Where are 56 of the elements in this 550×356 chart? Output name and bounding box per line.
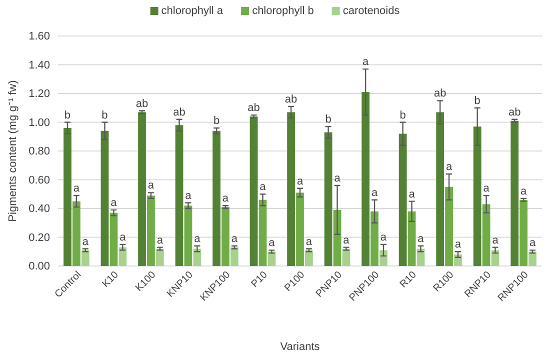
annotation: a [380, 231, 388, 244]
x-tick-label: P10 [249, 269, 270, 290]
legend-label: carotenoids [342, 5, 400, 17]
annotation: b [102, 109, 108, 122]
annotation: a [408, 188, 416, 200]
annotation: a [520, 185, 528, 198]
y-tick-label: 0.80 [28, 146, 50, 158]
annotation: a [110, 196, 118, 209]
legend-label: chlorophyll a [161, 5, 224, 17]
annotation: ab [284, 93, 298, 106]
annotation: a [418, 232, 425, 245]
annotation: a [120, 231, 127, 244]
legend-label: chlorophyll b [252, 5, 314, 17]
annotation: a [222, 192, 230, 205]
annotation: ab [434, 88, 446, 100]
x-tick-label: K10 [100, 269, 122, 290]
annotation: a [185, 190, 192, 202]
annotation: ab [136, 98, 148, 110]
x-tick-label: R10 [398, 269, 420, 290]
annotation: a [268, 237, 276, 250]
annotation: a [231, 232, 238, 245]
y-tick-label: 0.40 [28, 203, 50, 216]
annotation: b [325, 114, 332, 126]
annotation: a [260, 181, 267, 194]
annotation: a [148, 180, 155, 192]
x-axis-title: Variants [280, 341, 320, 353]
annotation: a [529, 237, 536, 250]
annotation: a [362, 56, 370, 68]
annotation: a [446, 161, 453, 173]
annotation: ab [173, 106, 186, 118]
annotation: a [194, 232, 202, 245]
y-tick-label: 1.00 [28, 116, 50, 129]
y-tick-label: 1.60 [28, 30, 50, 43]
y-tick-label: 0.20 [28, 232, 50, 244]
y-axis-title: Pigments content (mg g⁻¹ fw) [7, 80, 19, 222]
annotation: a [334, 172, 342, 184]
annotation: a [156, 234, 164, 246]
annotation: a [343, 234, 350, 246]
annotation: a [483, 182, 490, 195]
annotation: b [64, 109, 71, 122]
y-tick-label: 1.20 [28, 88, 50, 100]
y-tick-label: 1.40 [28, 59, 50, 72]
y-tick-label: 0.60 [28, 174, 50, 186]
annotation: a [492, 234, 500, 246]
y-tick-label: 0.00 [28, 260, 50, 273]
annotation: a [296, 175, 304, 188]
annotation: a [371, 186, 378, 199]
annotation: a [82, 236, 90, 248]
annotation: a [73, 182, 80, 195]
annotation: b [474, 94, 480, 107]
annotation: a [306, 236, 313, 248]
annotation: a [454, 238, 462, 251]
annotation: b [400, 109, 406, 122]
annotation: ab [248, 102, 260, 114]
annotation: ab [508, 106, 521, 118]
annotation: b [213, 115, 220, 127]
